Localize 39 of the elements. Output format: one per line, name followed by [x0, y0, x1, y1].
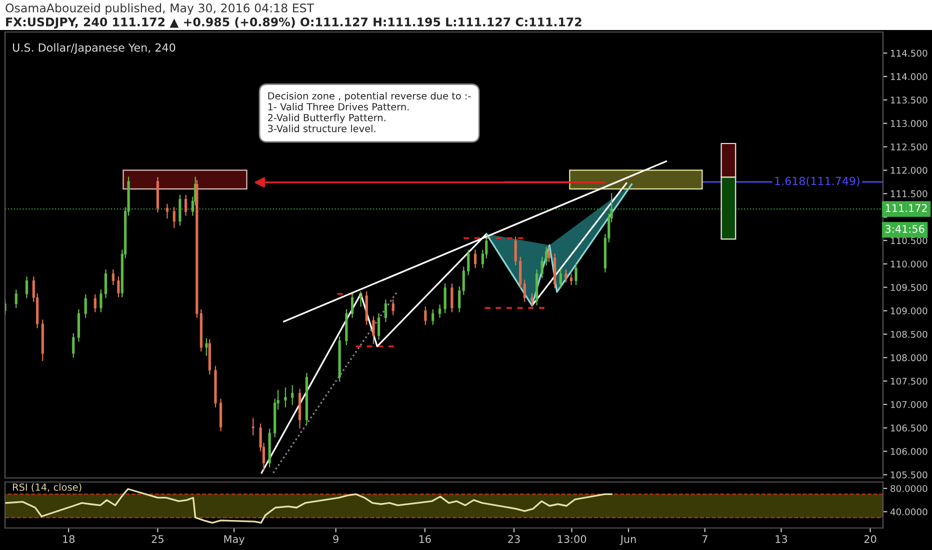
y-tick-label: 106.000	[890, 448, 928, 455]
x-tick-label: 13:00	[558, 535, 586, 544]
x-tick-label: 20	[864, 535, 876, 544]
y-tick-label: 112.000	[890, 166, 928, 174]
y-tick-label: 108.500	[890, 330, 928, 338]
y-tick-label: 107.000	[890, 401, 928, 408]
y-tick-label: 114.500	[890, 50, 928, 57]
y-tick-label: 111.500	[890, 190, 928, 198]
y-tick-label: 112.500	[890, 143, 928, 150]
y-tick-label: 113.500	[890, 96, 928, 104]
y-tick-label: 114.000	[890, 73, 928, 80]
y-tick-label: 108.000	[890, 354, 928, 362]
y-tick-label: 80.0000	[890, 485, 928, 492]
y-tick-label: 109.000	[890, 307, 928, 314]
y-tick-label: 105.500	[890, 471, 928, 478]
y-tick-label: 110.000	[890, 260, 928, 268]
text: 3:41:56	[886, 224, 924, 233]
x-tick-label: Jun	[620, 535, 636, 545]
x-tick-label: May	[224, 535, 244, 546]
y-tick-label: 106.500	[890, 424, 928, 432]
ref-line-label: 111.172	[886, 204, 927, 212]
y-tick-label: 113.000	[890, 120, 928, 127]
chart-subtitle: FX:USDJPY, 240 111.172 ▲ +0.985 (+0.89%) O:111.127 H:111.195 L:111.127 C:111.172	[6, 17, 582, 29]
chart-title: OsamaAbouzeid published, May 30, 2016 04:18 EST	[6, 3, 314, 15]
x-tick-label: 9	[333, 535, 338, 544]
chart-title: RSI (14, close)	[12, 483, 82, 492]
x-tick-label: 25	[152, 535, 164, 544]
x-tick-label: 7	[702, 535, 708, 543]
y-tick-label: 107.500	[890, 378, 928, 385]
x-tick-label: 13	[776, 535, 787, 544]
annotation: U.S. Dollar/Japanese Yen, 240	[12, 43, 176, 54]
y-tick-label: 40.0000	[890, 508, 928, 516]
x-tick-label: 16	[419, 535, 431, 544]
annotation: Decision zone , potential reverse due to :- 1- Valid Three Drives Pattern. 2-Valid Butterfly Pattern. 3-Valid structure level.	[268, 92, 471, 132]
x-tick-label: 23	[508, 535, 520, 544]
ref-line-label: 1.618(111.749)	[775, 176, 860, 186]
y-tick-label: 110.500	[890, 237, 928, 244]
y-tick-label: 109.500	[890, 284, 928, 291]
x-tick-label: 18	[63, 535, 75, 544]
